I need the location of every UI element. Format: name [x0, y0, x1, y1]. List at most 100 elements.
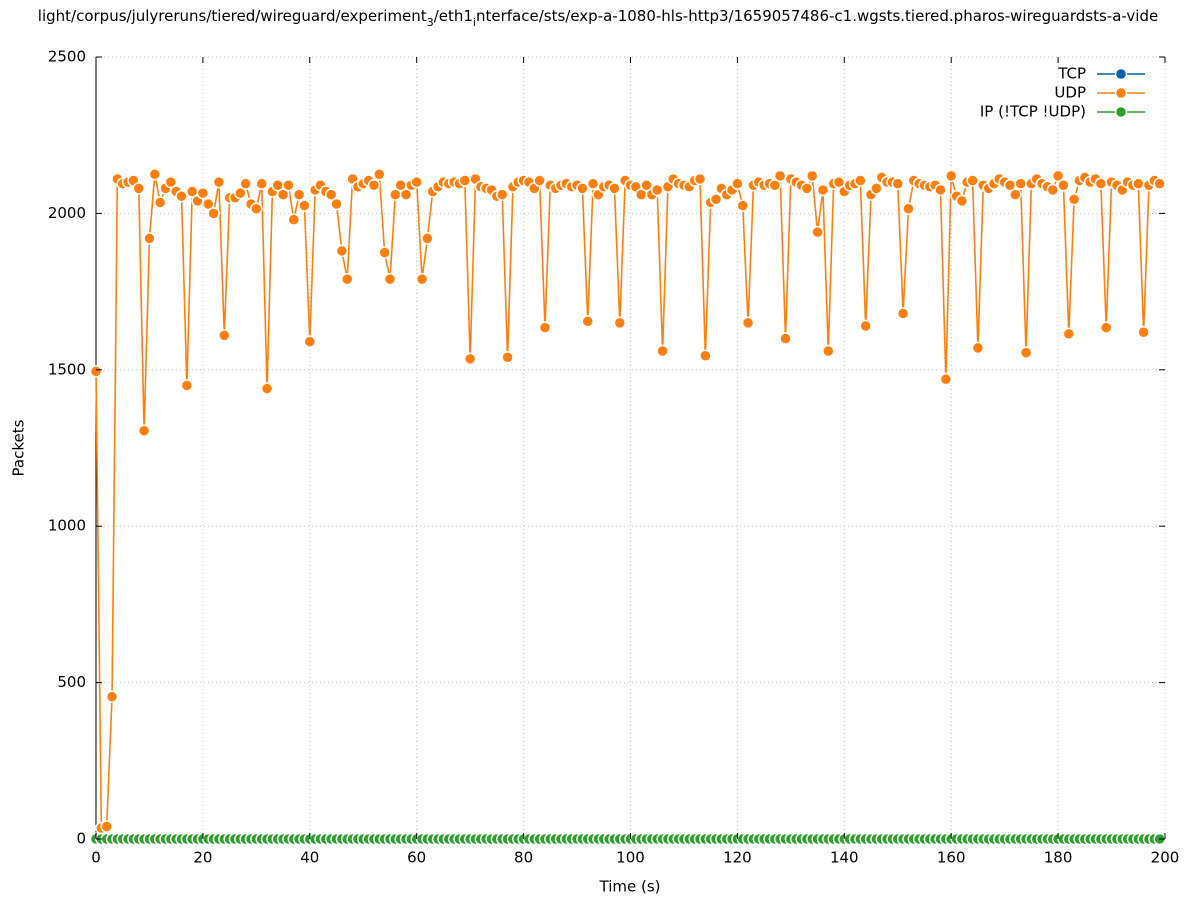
data-point: [303, 335, 317, 348]
legend-marker: [1114, 105, 1128, 119]
data-point: [298, 199, 311, 212]
x-tick-label: 100: [616, 849, 645, 867]
data-point: [896, 307, 910, 320]
data-point: [576, 182, 589, 195]
data-point: [693, 172, 707, 186]
data-point: [132, 182, 146, 195]
title-part: light/corpus/julyreruns/tiered/wireguard…: [38, 7, 427, 25]
y-tick-label: 1000: [48, 517, 86, 535]
data-point: [811, 225, 824, 239]
data-point: [586, 177, 600, 190]
data-point: [276, 188, 290, 201]
title-subscript: 3: [427, 16, 434, 29]
y-tick-label: 0: [76, 830, 86, 848]
data-point: [292, 188, 306, 201]
x-tick-label: 140: [830, 849, 859, 867]
data-point: [822, 344, 835, 358]
data-point: [1132, 177, 1145, 190]
chart-title: light/corpus/julyreruns/tiered/wireguard…: [38, 7, 1158, 29]
data-point: [421, 232, 434, 245]
data-point: [234, 186, 247, 200]
data-point: [939, 372, 953, 386]
x-tick-label: 160: [937, 849, 966, 867]
data-point: [709, 193, 723, 206]
y-tick-label: 1500: [48, 360, 86, 378]
data-point: [1009, 188, 1022, 201]
x-tick-label: 180: [1044, 849, 1073, 867]
data-point: [934, 183, 947, 197]
data-point: [260, 382, 274, 395]
data-point: [870, 182, 883, 195]
data-point: [89, 365, 103, 378]
legend-label: IP (!TCP !UDP): [980, 103, 1086, 121]
data-point: [207, 207, 220, 220]
data-point: [1019, 346, 1033, 359]
data-point: [148, 168, 162, 181]
data-point: [458, 174, 472, 187]
data-point: [105, 690, 119, 703]
data-point: [373, 168, 386, 181]
data-point: [330, 197, 343, 211]
data-point: [1014, 177, 1027, 190]
data-point: [854, 174, 867, 187]
data-point: [212, 175, 226, 189]
data-point: [495, 188, 509, 201]
data-point: [640, 178, 653, 192]
data-point: [463, 352, 477, 366]
data-point: [383, 272, 397, 286]
data-point: [164, 175, 178, 189]
data-point: [731, 177, 744, 190]
y-axis-label: Packets: [10, 419, 28, 476]
x-tick-label: 60: [407, 849, 426, 867]
data-point: [250, 202, 263, 215]
x-axis-label: Time (s): [599, 878, 661, 896]
data-point: [971, 341, 985, 355]
data-point: [335, 244, 349, 258]
data-point: [137, 424, 151, 438]
data-point: [175, 189, 188, 203]
data-point: [805, 169, 819, 183]
data-point: [736, 199, 749, 212]
data-point: [1137, 326, 1150, 339]
x-tick-label: 40: [300, 849, 319, 867]
data-point: [378, 246, 391, 259]
title-subscript: i: [473, 16, 476, 29]
data-point: [944, 169, 958, 183]
data-point: [399, 188, 413, 201]
data-point: [340, 272, 354, 286]
data-point: [859, 319, 872, 333]
x-tick-label: 120: [723, 849, 752, 867]
legend-marker: [1114, 67, 1128, 81]
x-tick-label: 200: [1151, 849, 1180, 867]
y-tick-label: 500: [57, 673, 86, 691]
x-tick-label: 80: [514, 849, 533, 867]
title-part: nterface/sts/exp-a-1080-hls-http3/165905…: [476, 7, 1158, 25]
data-point: [768, 178, 782, 192]
data-point: [966, 174, 979, 187]
data-point: [1057, 178, 1070, 192]
legend-label: TCP: [1057, 65, 1086, 83]
data-point: [699, 349, 712, 362]
data-point: [779, 332, 792, 345]
data-point: [581, 315, 594, 328]
data-point: [501, 351, 514, 364]
data-point: [1153, 177, 1166, 190]
data-point: [1067, 193, 1081, 206]
data-point: [613, 316, 627, 330]
data-point: [538, 321, 552, 334]
title-part: /eth1: [434, 7, 473, 25]
data-point: [902, 202, 915, 215]
plot-area: [89, 168, 1166, 846]
data-point: [650, 183, 664, 197]
data-point: [100, 820, 113, 833]
data-point: [282, 178, 295, 192]
x-tick-label: 0: [91, 849, 101, 867]
y-tick-label: 2500: [48, 48, 86, 66]
data-point: [1046, 183, 1060, 197]
data-point: [800, 182, 814, 195]
x-tick-label: 20: [193, 849, 212, 867]
data-point: [608, 182, 621, 195]
data-point: [1062, 327, 1076, 341]
